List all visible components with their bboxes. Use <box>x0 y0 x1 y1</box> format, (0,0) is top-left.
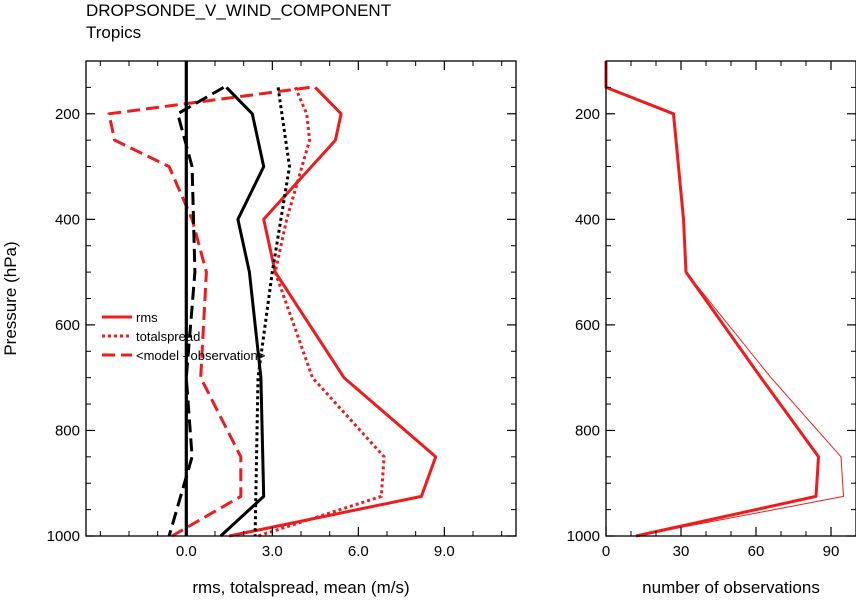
left-x-tick-label: 0.0 <box>176 543 197 560</box>
right-series-group <box>604 61 844 538</box>
right-series-line-1 <box>605 61 844 537</box>
right-y-tick-label: 200 <box>575 106 600 123</box>
left-series-line-1 <box>257 86 386 538</box>
left-series-group <box>107 61 438 538</box>
right-x-axis-label: number of observations <box>642 578 820 597</box>
right-y-tick-label: 400 <box>575 211 600 228</box>
right-y-tick-label: 600 <box>575 317 600 334</box>
left-series-line-3 <box>219 86 266 538</box>
left-series-line-2 <box>107 85 310 538</box>
right-series-line-0 <box>604 61 820 538</box>
left-y-axis-label: Pressure (hPa) <box>1 241 20 355</box>
left-y-tick-label: 400 <box>55 211 80 228</box>
right-x-tick-label: 90 <box>823 543 840 560</box>
chart-title: DROPSONDE_V_WIND_COMPONENT <box>86 1 391 20</box>
left-series-line-4 <box>253 87 291 537</box>
left-x-tick-label: 9.0 <box>434 543 455 560</box>
legend-label-dashed: <model - observation> <box>136 348 265 363</box>
left-chart: 0.0 3.0 6.0 9.0 200 400 600 800 1000 rms totalspr… <box>1 60 517 597</box>
right-x-tick-label: 60 <box>748 543 765 560</box>
right-y-tick-label: 800 <box>575 422 600 439</box>
left-y-tick-label: 200 <box>55 106 80 123</box>
right-x-tick-label: 0 <box>602 543 610 560</box>
left-x-tick-label: 6.0 <box>348 543 369 560</box>
left-series-line-5 <box>167 86 225 537</box>
chart-subtitle: Tropics <box>86 23 141 42</box>
right-x-tick-label: 30 <box>673 543 690 560</box>
left-tick-group: 0.0 3.0 6.0 9.0 200 400 600 800 1000 <box>47 60 516 560</box>
left-x-axis-label: rms, totalspread, mean (m/s) <box>192 578 409 597</box>
legend-label-dotted: totalspread <box>136 329 200 344</box>
left-plot-frame <box>85 60 517 537</box>
right-tick-group: 0 30 60 90 200 400 600 800 1000 <box>567 60 856 560</box>
left-y-tick-label: 1000 <box>47 528 80 545</box>
left-x-tick-label: 3.0 <box>262 543 283 560</box>
legend: rms totalspread <model - observation> <box>102 310 265 363</box>
left-series-line-0 <box>228 86 438 538</box>
right-y-tick-label: 1000 <box>567 528 600 545</box>
right-chart: 0 30 60 90 200 400 600 800 1000 number of observ… <box>567 60 856 597</box>
left-y-tick-label: 800 <box>55 422 80 439</box>
left-y-tick-label: 600 <box>55 317 80 334</box>
legend-label-solid: rms <box>136 310 158 325</box>
